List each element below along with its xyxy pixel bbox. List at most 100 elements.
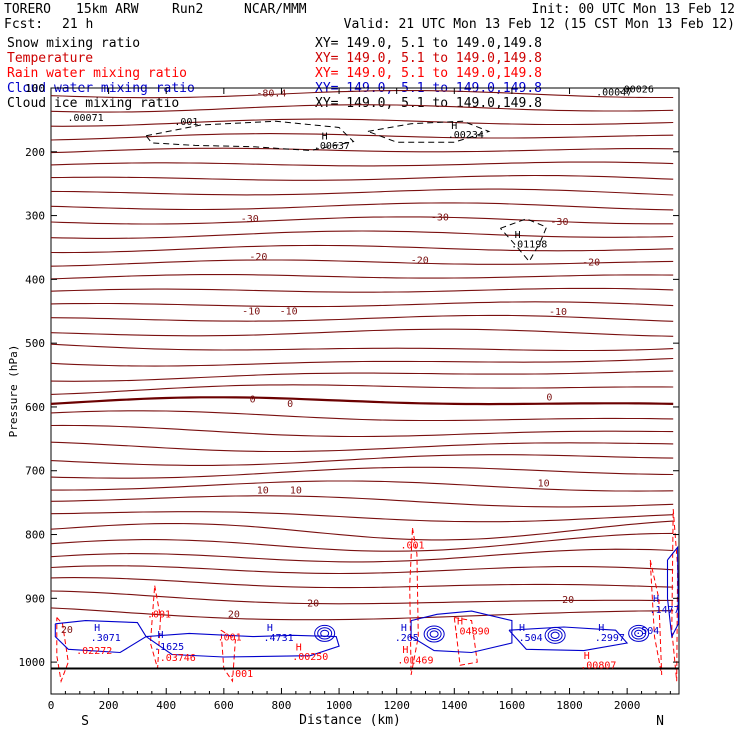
snow-contour xyxy=(145,120,355,152)
y-axis-title: Pressure (hPa) xyxy=(7,345,20,438)
x-tick-label: 1400 xyxy=(441,699,468,712)
x-tick-label: 200 xyxy=(99,699,119,712)
isotherm xyxy=(50,147,674,154)
temperature-label: -20 xyxy=(582,257,600,268)
cloud-water-ring xyxy=(544,626,566,644)
temperature-label: 20 xyxy=(228,609,240,620)
cloud-water-label: .1477 xyxy=(650,605,680,616)
rain-label: .001 xyxy=(400,541,424,552)
rain-contour xyxy=(671,508,679,682)
temperature-label: -30 xyxy=(550,217,568,228)
north-end-label: N xyxy=(656,714,664,729)
isotherm xyxy=(50,343,674,352)
temperature-label: 10 xyxy=(538,479,550,490)
cloud-water-label: .265 xyxy=(395,633,419,644)
rain-contour xyxy=(453,617,478,666)
field-legend: Snow mixing ratio XY= 149.0, 5.1 to 149.… xyxy=(7,36,542,111)
isotherm xyxy=(50,520,674,541)
field-xy-temperature: XY= 149.0, 5.1 to 149.0,149.8 xyxy=(315,51,542,66)
cloud-water-ring xyxy=(429,630,439,638)
temperature-label: 20 xyxy=(307,599,319,610)
rain-label: .001 xyxy=(229,669,253,680)
isotherm xyxy=(50,244,674,254)
fcst-label: Fcst: xyxy=(4,17,43,32)
rain-label: .01469 xyxy=(397,655,433,666)
y-tick-label: 1000 xyxy=(19,656,46,669)
isotherm xyxy=(50,90,674,99)
isotherm xyxy=(50,202,674,211)
rain-label: .03746 xyxy=(160,653,196,664)
isotherm xyxy=(50,104,674,113)
snow-labels: .00071.001H.00637H.00234H.01198.00047.00… xyxy=(68,84,654,250)
isotherm xyxy=(50,410,674,422)
temperature-label: -30 xyxy=(241,214,259,225)
cloud-water-contour xyxy=(508,626,629,652)
x-tick-label: 2000 xyxy=(614,699,641,712)
snow-label: .01198 xyxy=(511,239,547,250)
temperature-label: 0 xyxy=(287,399,293,410)
y-tick-label: 500 xyxy=(25,337,45,350)
isotherm xyxy=(50,384,674,395)
cloud-water-label: H xyxy=(653,594,659,605)
rain-label: .00807 xyxy=(580,660,616,671)
cloud-water-labels: H.3071 H.1625H.4731H.265H.504H.2997.504H.… xyxy=(91,594,680,653)
isotherm xyxy=(50,441,674,453)
cloud-water-label: H xyxy=(267,623,273,634)
y-tick-label: 300 xyxy=(25,210,45,223)
cloud-water-label: H xyxy=(519,623,525,634)
cloud-water-ring xyxy=(547,629,563,642)
cloud-water-ring xyxy=(317,627,333,640)
temperature-label: 10 xyxy=(290,486,302,497)
isotherm xyxy=(50,424,674,438)
rain-label: .001 xyxy=(218,632,242,643)
temperature-label: 0 xyxy=(250,394,256,405)
cloud-water-label: .504 xyxy=(519,633,543,644)
field-name-cloud-ice: Cloud ice mixing ratio xyxy=(7,96,179,111)
snow-label: .00026 xyxy=(618,84,654,95)
rain-label: H xyxy=(584,651,590,662)
cloud-water-ring xyxy=(634,629,644,638)
cloud-water-label: H xyxy=(401,623,407,634)
temperature-label: -10 xyxy=(280,306,298,317)
rain-contour xyxy=(649,559,663,675)
isotherm xyxy=(50,495,674,508)
rain-label: .001 xyxy=(147,609,171,620)
snow-label: .001 xyxy=(174,117,198,128)
valid-time: Valid: 21 UTC Mon 13 Feb 12 (15 CST Mon … xyxy=(344,17,735,32)
rain-contour xyxy=(220,629,236,683)
cloud-water-contour xyxy=(54,620,147,654)
isotherm xyxy=(50,396,674,406)
cloud-water-label: .4731 xyxy=(264,633,294,644)
field-name-snow: Snow mixing ratio xyxy=(7,36,140,51)
snow-label: .00047 xyxy=(596,88,632,99)
temperature-label: -20 xyxy=(411,255,429,266)
rain-label: .04890 xyxy=(454,627,490,638)
rain-contour xyxy=(409,528,419,675)
isotherm xyxy=(50,174,674,181)
temperature-label: 20 xyxy=(61,625,73,636)
isotherm xyxy=(50,161,674,167)
x-axis-title: Distance (km) xyxy=(299,713,401,728)
rain-label: H xyxy=(296,643,302,654)
isotherm xyxy=(50,607,674,621)
cloud-water-label: .3071 xyxy=(91,633,121,644)
isotherm xyxy=(50,133,674,141)
y-tick-label: 400 xyxy=(25,273,45,286)
cloud-water-ring xyxy=(423,625,445,643)
isotherm xyxy=(50,357,674,367)
x-tick-label: 1800 xyxy=(556,699,583,712)
snow-label: .00637 xyxy=(314,141,350,152)
cloud-water-contour xyxy=(666,545,679,639)
rain-label: .00250 xyxy=(292,652,328,663)
rain-contour xyxy=(56,617,69,684)
plot-frame xyxy=(50,87,680,695)
field-xy-rain: XY= 149.0, 5.1 to 149.0,149.8 xyxy=(315,66,542,81)
x-tick-label: 1200 xyxy=(383,699,410,712)
snow-contour xyxy=(500,218,548,263)
temperature-label: 10 xyxy=(257,486,269,497)
y-tick-label: 900 xyxy=(25,592,45,605)
x-tick-label: 1000 xyxy=(326,699,353,712)
cloud-water-ring xyxy=(320,629,330,638)
isotherm xyxy=(50,328,674,337)
